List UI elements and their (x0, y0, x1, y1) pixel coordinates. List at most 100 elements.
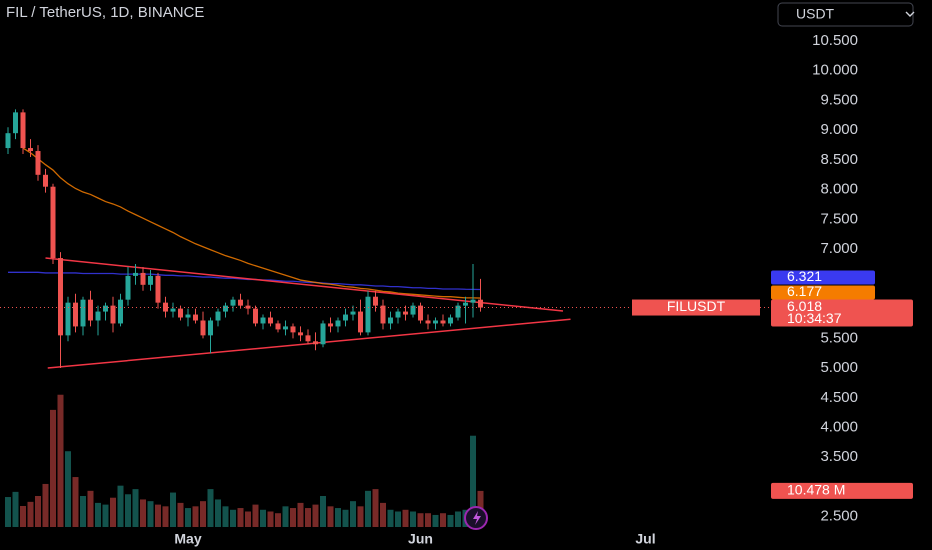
volume-bar (425, 513, 431, 527)
volume-bar (237, 508, 244, 527)
volume-bar (35, 496, 41, 527)
currency-label[interactable]: USDT (796, 6, 835, 22)
volume-bar (402, 509, 409, 527)
candle-body (350, 311, 356, 315)
candle-body (178, 308, 183, 318)
volume-bar (267, 511, 274, 527)
ma-badge-label: 6.321 (787, 268, 822, 284)
x-tick-label: Jun (408, 531, 433, 547)
currency-chevron[interactable] (905, 11, 915, 17)
volume-bar (230, 509, 236, 527)
lightning-icon[interactable] (464, 506, 488, 530)
candle-body (103, 305, 108, 312)
volume-bar (117, 485, 124, 527)
candle-body (65, 302, 71, 336)
candle-body (313, 341, 318, 345)
volume-bar (305, 508, 311, 527)
volume-bar (252, 504, 259, 527)
volume-bar (12, 491, 19, 527)
candle-body (275, 323, 281, 330)
volume-bar (245, 511, 251, 527)
countdown-label: 10:34:37 (787, 310, 842, 326)
candle-body (35, 151, 41, 175)
candle-body (43, 174, 48, 187)
volume-bar (42, 483, 49, 527)
candle-body (268, 317, 273, 324)
volume-bar (380, 502, 386, 527)
candle-body (73, 302, 78, 327)
candle-body (193, 314, 198, 321)
y-tick-label: 8.000 (820, 181, 858, 198)
candle-body (253, 308, 258, 324)
ma-badge (771, 285, 875, 300)
candle-body (343, 314, 348, 321)
candle-body (320, 323, 326, 345)
candle-body (395, 311, 401, 318)
candle-body (28, 148, 33, 152)
volume-bar (222, 506, 229, 527)
volume-bar (110, 497, 116, 527)
y-tick-label: 4.000 (820, 418, 858, 435)
currency-box[interactable] (777, 2, 914, 27)
y-tick-label: 5.000 (820, 359, 858, 376)
candle-body (163, 302, 168, 312)
moving-average-line (8, 271, 481, 291)
trendline (47, 318, 571, 369)
volume-badge-label: 10.478 M (787, 482, 845, 498)
ma-badge (771, 270, 875, 285)
volume-bar (335, 508, 341, 527)
volume-bar (72, 477, 79, 527)
volume-badge (771, 482, 913, 499)
last-price-label: 6.018 (787, 298, 822, 314)
candle-body (200, 320, 206, 336)
moving-average-line (22, 147, 481, 299)
candle-body (95, 311, 101, 321)
volume-bar (57, 394, 64, 527)
candle-body (208, 320, 213, 336)
candle-body (110, 305, 116, 324)
candle-body (148, 275, 153, 285)
volume-bar (260, 509, 266, 527)
y-tick-label: 3.500 (820, 448, 858, 465)
volume-bar (395, 511, 401, 527)
y-tick-label: 8.500 (820, 151, 858, 168)
candle-body (20, 112, 26, 149)
volume-bar (275, 513, 281, 527)
candle-body (470, 299, 476, 303)
y-tick-label: 4.500 (820, 389, 858, 406)
volume-bar (417, 513, 424, 527)
volume-bar (365, 490, 371, 527)
volume-bar (125, 494, 131, 527)
candle-body (365, 296, 371, 333)
plot-area: May Jun Jul FILUSDT (0, 109, 770, 547)
trendline (45, 257, 564, 312)
volume-bar (20, 505, 26, 527)
candle-body (433, 320, 438, 324)
volume-bar (312, 504, 319, 527)
volume-bar (207, 489, 214, 527)
candle-body (260, 317, 266, 324)
x-tick-label: May (174, 531, 201, 547)
volume-bar (102, 504, 109, 527)
candle-body (335, 320, 341, 327)
icon-bolt[interactable] (473, 511, 481, 525)
candle-body (463, 302, 468, 306)
candle-body (328, 323, 333, 327)
volume-bar (342, 509, 349, 527)
candle-body (88, 299, 93, 321)
candle-body (425, 320, 431, 324)
volume-bar (372, 489, 379, 527)
candle-body (403, 311, 408, 315)
volume-bar (185, 508, 191, 527)
volume-bar (140, 499, 146, 527)
candle-body (140, 272, 146, 285)
volume-bar (147, 501, 154, 527)
chart-title: FIL / TetherUS, 1D, BINANCE (6, 4, 204, 21)
volume-bar (162, 506, 169, 527)
candle-body (5, 133, 11, 149)
candle-body (125, 275, 131, 300)
candle-body (238, 299, 243, 306)
symbol-tag (632, 299, 760, 316)
volume-bar (65, 451, 71, 527)
